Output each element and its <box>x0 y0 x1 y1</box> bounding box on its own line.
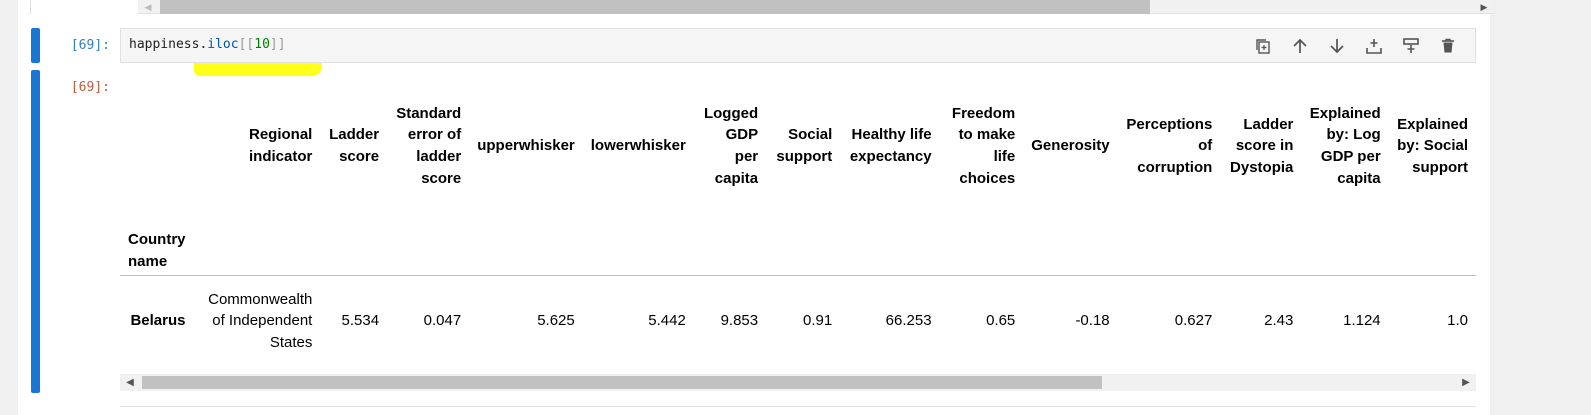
duplicate-cell-button[interactable] <box>1247 35 1278 57</box>
code-attribute: iloc <box>207 37 239 52</box>
header-row: Regional indicator Ladder score Standard… <box>120 70 1476 222</box>
table-cell: 5.442 <box>648 312 686 330</box>
table-cell: 0.047 <box>423 312 462 330</box>
table-cell: 5.534 <box>341 312 380 330</box>
column-header: Standard error of ladder score <box>396 104 462 187</box>
column-header: Explained by: Social support <box>1397 115 1468 176</box>
column-header: Perceptions of corruption <box>1126 115 1213 176</box>
dataframe-table: Regional indicator Ladder score Standard… <box>120 70 1476 367</box>
notebook-panel: ◀ ▶ [69]: [69]: happiness.iloc[[10]] <box>18 0 1494 415</box>
index-name-header: Country name <box>120 222 194 276</box>
table-cell: 5.625 <box>537 312 575 330</box>
move-down-button[interactable] <box>1321 35 1352 57</box>
column-header: Regional indicator <box>249 126 313 165</box>
column-header: Explained by: Log GDP per capita <box>1309 104 1381 187</box>
cell-output: Regional indicator Ladder score Standard… <box>120 70 1476 368</box>
input-collapser[interactable] <box>31 28 40 63</box>
table-cell: 0.627 <box>1174 312 1213 330</box>
move-up-button[interactable] <box>1284 35 1315 57</box>
code-variable: happiness <box>129 37 200 52</box>
table-cell: 9.853 <box>720 312 759 330</box>
table-cell: 0.91 <box>803 312 833 330</box>
table-cell: 66.253 <box>885 312 932 330</box>
scroll-left-icon[interactable]: ◀ <box>126 377 134 388</box>
scrollbar-thumb[interactable] <box>142 376 1102 389</box>
column-header: Social support <box>776 126 833 165</box>
scroll-left-icon[interactable]: ◀ <box>144 2 152 12</box>
column-header: Ladder score <box>329 126 380 165</box>
code-line: happiness.iloc[[10]] <box>129 37 286 52</box>
column-header: lowerwhisker <box>590 137 686 155</box>
previous-output-scrollbar[interactable]: ◀ ▶ <box>138 0 1494 14</box>
index-header-blank <box>120 70 194 222</box>
column-header: Logged GDP per capita <box>703 104 759 187</box>
column-header: Generosity <box>1031 137 1110 155</box>
next-cell-border <box>120 406 1476 407</box>
insert-above-icon <box>1365 39 1382 54</box>
column-header: upperwhisker <box>477 137 575 155</box>
table-cell: 0.65 <box>986 312 1016 330</box>
arrow-down-icon <box>1329 39 1344 54</box>
output-horizontal-scrollbar[interactable]: ◀ ▶ <box>120 374 1476 391</box>
code-dot: . <box>199 37 208 52</box>
column-header: Freedom to make life choices <box>951 104 1016 187</box>
row-index: Belarus <box>130 312 186 330</box>
table-cell: 1.0 <box>1447 312 1468 330</box>
table-cell: 2.43 <box>1264 312 1294 330</box>
table-cell: -0.18 <box>1075 312 1110 330</box>
table-row: Belarus Commonwealth of Independent Stat… <box>120 275 1476 367</box>
insert-below-button[interactable] <box>1395 35 1426 57</box>
index-name-row: Country name <box>120 222 1476 276</box>
previous-cell-border <box>30 0 31 14</box>
scroll-right-icon[interactable]: ▶ <box>1480 2 1488 12</box>
table-cell: 1.124 <box>1343 312 1381 330</box>
cell-toolbar <box>1247 35 1463 57</box>
scroll-right-icon[interactable]: ▶ <box>1462 377 1470 388</box>
insert-above-button[interactable] <box>1358 35 1389 57</box>
output-collapser[interactable] <box>31 70 40 393</box>
input-prompt: [69]: <box>70 38 110 53</box>
code-number: 10 <box>254 37 270 52</box>
arrow-up-icon <box>1292 38 1307 53</box>
column-header: Healthy life expectancy <box>849 126 932 165</box>
copy-icon <box>1255 39 1270 54</box>
code-open-brackets: [[ <box>238 37 255 52</box>
code-editor[interactable]: happiness.iloc[[10]] <box>120 28 1476 63</box>
code-close-brackets: ]] <box>269 37 286 52</box>
output-prompt: [69]: <box>70 80 110 95</box>
table-cell: Commonwealth of Independent States <box>208 290 313 352</box>
trash-icon <box>1441 38 1454 53</box>
insert-below-icon <box>1402 38 1419 53</box>
delete-cell-button[interactable] <box>1432 35 1463 57</box>
scrollbar-thumb[interactable] <box>160 0 1150 14</box>
column-header: Ladder score in Dystopia <box>1230 115 1294 176</box>
